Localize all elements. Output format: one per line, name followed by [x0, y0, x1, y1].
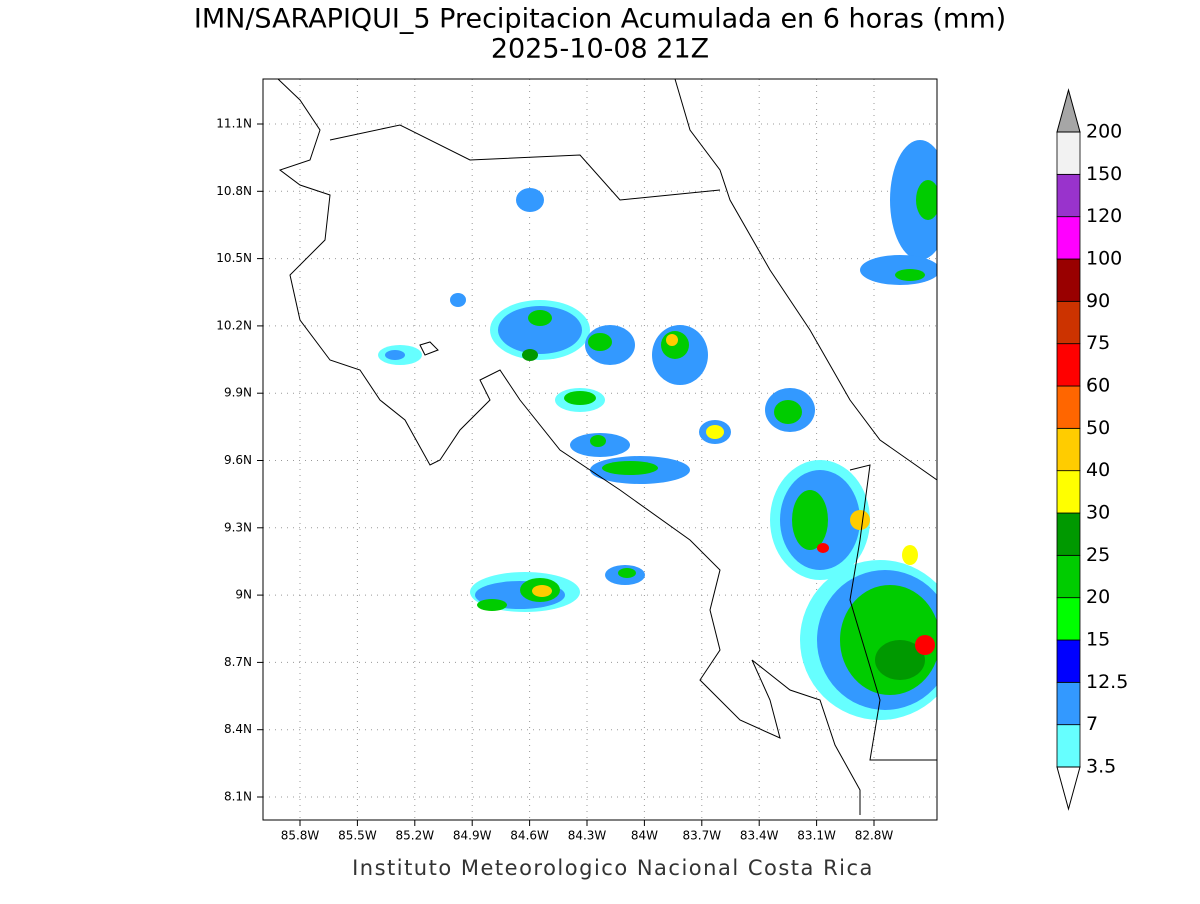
colorbar-label: 15 [1086, 629, 1110, 651]
colorbar-segment [1056, 512, 1081, 556]
y-tick-label: 10.2N [216, 318, 252, 332]
precip-field [378, 140, 937, 720]
colorbar-label: 3.5 [1086, 756, 1116, 778]
colorbar-label: 30 [1086, 502, 1110, 524]
y-tick-label: 9.6N [224, 453, 252, 467]
colorbar-label: 120 [1086, 205, 1122, 227]
colorbar-segment [1056, 385, 1081, 429]
colorbar-under [1056, 766, 1081, 811]
y-tick-label: 10.8N [216, 184, 252, 198]
colorbar-segment [1056, 427, 1081, 472]
coastline [277, 79, 937, 815]
colorbar-label: 50 [1086, 417, 1110, 439]
y-tick-label: 9N [235, 588, 252, 602]
x-tick-label: 82.8W [855, 829, 894, 843]
x-tick-label: 83.1W [797, 829, 836, 843]
map-frame [262, 78, 938, 821]
footer: Instituto Meteorologico Nacional Costa R… [352, 856, 874, 880]
colorbar-label: 75 [1086, 332, 1110, 354]
y-tick-label: 8.4N [224, 722, 252, 736]
colorbar-segment [1056, 300, 1081, 345]
colorbar-segment [1056, 724, 1081, 768]
colorbar-over [1056, 88, 1081, 133]
colorbar-label: 100 [1086, 248, 1122, 270]
x-tick-label: 84.6W [510, 829, 549, 843]
colorbar-label: 60 [1086, 375, 1110, 397]
y-tick-label: 8.1N [224, 790, 252, 804]
colorbar-segment [1056, 681, 1081, 726]
x-tick-label: 83.4W [740, 829, 779, 843]
y-tick-label: 8.7N [224, 655, 252, 669]
x-tick-label: 85.8W [281, 829, 320, 843]
colorbar-label: 12.5 [1086, 671, 1128, 693]
y-tick-label: 10.5N [216, 251, 252, 265]
x-tick-label: 84.3W [568, 829, 607, 843]
colorbar-label: 150 [1086, 163, 1122, 185]
colorbar-segment [1056, 258, 1081, 302]
y-tick-label: 11.1N [216, 117, 252, 131]
colorbar-label: 40 [1086, 459, 1110, 481]
colorbar-label: 90 [1086, 290, 1110, 312]
colorbar-label: 25 [1086, 544, 1110, 566]
x-tick-label: 85.5W [338, 829, 377, 843]
colorbar-segment [1056, 173, 1081, 218]
colorbar-segment [1056, 554, 1081, 599]
colorbar-segment [1056, 597, 1081, 641]
x-tick-label: 85.2W [396, 829, 435, 843]
x-tick-label: 83.7W [683, 829, 722, 843]
colorbar-label: 7 [1086, 713, 1098, 735]
subtitle: 2025-10-08 21Z [491, 34, 709, 65]
title: IMN/SARAPIQUI_5 Precipitacion Acumulada … [194, 4, 1006, 35]
colorbar-label: 20 [1086, 586, 1110, 608]
colorbar-segment [1056, 470, 1081, 514]
colorbar-segment [1056, 343, 1081, 387]
colorbar-segment [1056, 216, 1081, 260]
colorbar-label: 200 [1086, 121, 1122, 143]
x-tick-label: 84.9W [453, 829, 492, 843]
colorbar-segment [1056, 131, 1081, 175]
precip-blob [378, 140, 937, 720]
colorbar-segment [1056, 639, 1081, 683]
x-tick-label: 84W [631, 829, 658, 843]
y-tick-label: 9.3N [224, 520, 252, 534]
colorbar: 3.5 7 12.5 15 20 25 30 40 50 60 75 90 100 120 150 200 [1056, 88, 1128, 811]
grid [263, 79, 937, 820]
y-tick-label: 9.9N [224, 386, 252, 400]
